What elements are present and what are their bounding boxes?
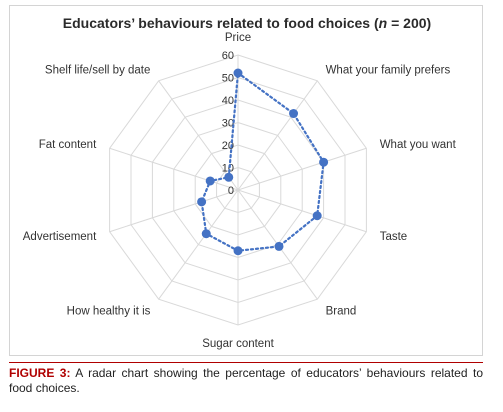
grid-spoke-6 bbox=[158, 189, 239, 300]
grid-spoke-2 bbox=[237, 147, 367, 191]
category-label-1: What your family prefers bbox=[326, 64, 451, 76]
category-label-8: Fat content bbox=[39, 139, 97, 151]
caption-rule bbox=[9, 362, 483, 363]
data-point-1 bbox=[289, 109, 299, 119]
data-point-4 bbox=[274, 241, 284, 251]
chart-title-n: n bbox=[378, 15, 388, 31]
figure-caption: FIGURE 3: A radar chart showing the perc… bbox=[9, 366, 483, 396]
category-label-4: Brand bbox=[326, 306, 357, 318]
figure-caption-text: A radar chart showing the percentage of … bbox=[9, 366, 483, 395]
category-label-3: Taste bbox=[380, 231, 408, 243]
tick-label-0: 0 bbox=[228, 185, 234, 197]
category-label-6: How healthy it is bbox=[67, 306, 151, 318]
chart-title: Educators’ behaviours related to food ch… bbox=[10, 15, 484, 31]
category-label-9: Shelf life/sell by date bbox=[45, 64, 150, 76]
tick-label-10: 10 bbox=[222, 163, 234, 175]
chart-title-suffix: = 200) bbox=[387, 15, 432, 31]
tick-label-20: 20 bbox=[222, 140, 234, 152]
figure-caption-label: FIGURE 3: bbox=[9, 366, 71, 380]
data-point-0 bbox=[233, 68, 243, 78]
data-point-5 bbox=[233, 246, 243, 256]
grid-spoke-1 bbox=[237, 80, 318, 191]
tick-label-60: 60 bbox=[222, 50, 234, 62]
category-label-7: Advertisement bbox=[23, 231, 97, 243]
data-point-6 bbox=[201, 229, 211, 239]
data-point-9 bbox=[224, 172, 234, 182]
category-label-2: What you want bbox=[380, 139, 457, 151]
chart-title-prefix: Educators’ behaviours related to food ch… bbox=[62, 15, 379, 31]
category-label-0: Price bbox=[225, 32, 251, 44]
category-label-5: Sugar content bbox=[202, 338, 274, 350]
grid-spoke-3 bbox=[237, 189, 367, 233]
data-point-8 bbox=[205, 176, 215, 186]
data-point-2 bbox=[319, 157, 329, 167]
tick-label-30: 30 bbox=[222, 118, 234, 130]
grid-spoke-7 bbox=[109, 189, 239, 233]
tick-label-50: 50 bbox=[222, 73, 234, 85]
figure-frame: Educators’ behaviours related to food ch… bbox=[9, 5, 483, 356]
grid-spoke-9 bbox=[158, 80, 239, 191]
radar-chart: 0 10 20 30 40 50 60 Price What your family prefe… bbox=[23, 32, 457, 350]
tick-label-40: 40 bbox=[222, 95, 234, 107]
data-point-3 bbox=[312, 211, 322, 221]
grid-spoke-8 bbox=[109, 147, 239, 191]
data-point-7 bbox=[197, 197, 207, 207]
